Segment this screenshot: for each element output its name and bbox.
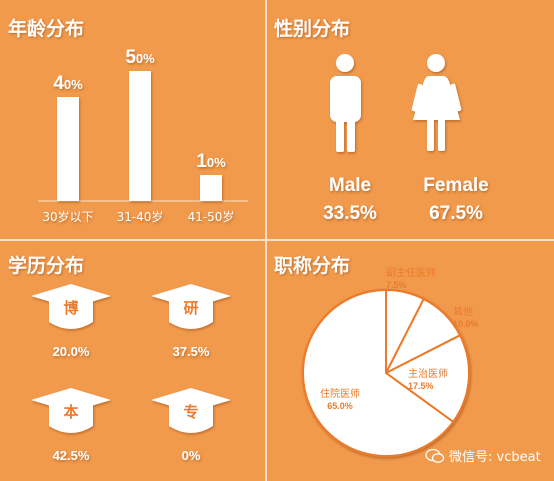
education-value-1: 37.5% (173, 344, 210, 359)
pie-slice-value-0: 7.5% (386, 280, 407, 290)
female-label: Female (423, 175, 488, 196)
pie-slice-label-0: 副主任医师 (386, 266, 436, 279)
age-category-label-0: 30岁以下 (42, 209, 93, 224)
pie-slice-3 (302, 288, 455, 457)
pie-slice-value-2: 17.5% (408, 381, 434, 391)
female-value: 67.5% (429, 203, 483, 224)
age-bar-1 (129, 71, 151, 201)
education-value-0: 20.0% (53, 344, 90, 359)
pie-slice-value-3: 65.0% (327, 401, 353, 411)
age-category-label-2: 41-50岁 (188, 209, 235, 224)
age-category-label-1: 31-40岁 (117, 209, 164, 224)
age-bar-value-label-1: 50% (125, 47, 155, 68)
pie-slice-label-1: 其他 (453, 305, 473, 318)
graduation-cap-icon (151, 284, 231, 329)
age-bar-value-label-2: 10% (196, 151, 226, 172)
panel-divider-horizontal (0, 239, 554, 241)
male-label: Male (329, 175, 371, 196)
education-level-label-1: 研 (183, 299, 198, 317)
age-bar-2 (200, 175, 222, 201)
wechat-icon (425, 448, 445, 463)
pie-slice-2 (384, 333, 470, 424)
watermark: 微信号: vcbeat (425, 446, 541, 465)
age-bar-chart: 40% 30岁以下 50% 31-40岁 10% 41-50岁 (38, 47, 248, 224)
age-bar-value-label-0: 40% (53, 73, 83, 94)
education-level-label-0: 博 (63, 299, 78, 317)
age-bar-0 (57, 97, 79, 201)
title-rank-panel-title: 职称分布 (274, 255, 351, 277)
age-panel-title: 年龄分布 (8, 18, 85, 40)
graduation-cap-icon (31, 388, 111, 433)
female-person-icon (411, 54, 462, 151)
gender-panel-title: 性别分布 (274, 18, 351, 40)
pie-slice-value-1: 10.0% (453, 319, 479, 329)
education-value-3: 0% (182, 448, 201, 463)
male-person-icon (330, 54, 361, 152)
male-value: 33.5% (323, 203, 377, 224)
graduation-cap-icon (31, 284, 111, 329)
education-level-label-2: 本 (63, 403, 78, 421)
education-level-label-3: 专 (183, 403, 198, 421)
education-value-2: 42.5% (53, 448, 90, 463)
pie-slice-label-3: 住院医师 (320, 387, 360, 400)
graduation-cap-icon (151, 388, 231, 433)
pie-slice-label-2: 主治医师 (408, 367, 448, 380)
watermark-text: 微信号: vcbeat (449, 450, 541, 465)
education-panel-title: 学历分布 (8, 255, 85, 277)
